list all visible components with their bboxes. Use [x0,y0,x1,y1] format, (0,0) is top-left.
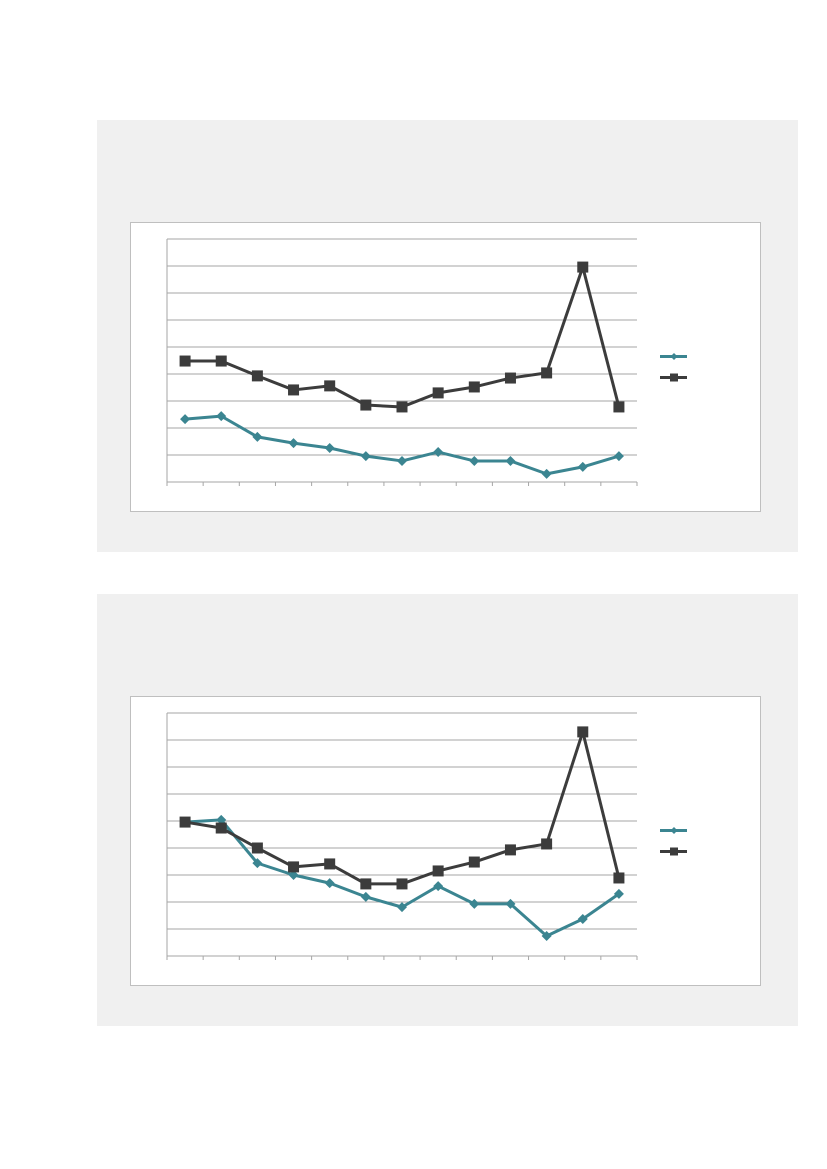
marker [505,455,516,466]
marker [577,261,589,273]
marker [252,431,263,442]
marker [324,442,335,453]
marker [360,399,372,411]
marker [577,726,589,738]
marker [360,891,371,902]
marker [252,858,263,869]
marker [179,355,191,367]
marker [179,816,191,828]
marker [468,856,480,868]
marker [433,447,444,458]
marker [288,870,299,880]
marker [432,865,444,877]
marker [541,468,552,479]
marker [324,858,336,870]
marker [613,872,625,884]
marker [505,898,516,909]
marker [288,861,300,873]
marker [288,384,300,396]
marker [613,888,624,899]
legend-marker [670,373,678,382]
marker [360,878,372,890]
marker [541,838,553,850]
marker [216,411,227,422]
marker [360,451,371,462]
marker [504,844,516,856]
marker [432,387,444,399]
marker [251,370,263,382]
marker [541,931,552,942]
marker [288,438,299,449]
marker [215,355,227,367]
marker [577,461,588,472]
marker [397,455,407,466]
marker [613,401,625,413]
marker [469,898,480,909]
marker [433,881,444,892]
marker [468,381,480,393]
marker [469,455,480,466]
marker [577,914,588,925]
legend-marker [670,353,678,360]
marker [324,878,335,889]
legend-marker [670,827,678,834]
marker [251,842,263,854]
marker [396,878,408,890]
marker [613,451,624,462]
marker [180,414,191,425]
marker [504,372,516,384]
chart-frame [130,696,761,986]
legend-marker [670,847,678,856]
marker [215,822,227,834]
marker [396,401,408,413]
marker [397,902,407,913]
marker [541,367,553,379]
marker [216,814,227,825]
marker [324,380,336,392]
